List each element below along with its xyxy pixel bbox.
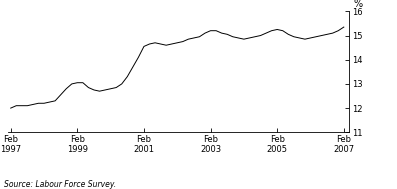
Text: Source: Labour Force Survey.: Source: Labour Force Survey. — [4, 180, 116, 189]
Text: %: % — [353, 0, 362, 9]
